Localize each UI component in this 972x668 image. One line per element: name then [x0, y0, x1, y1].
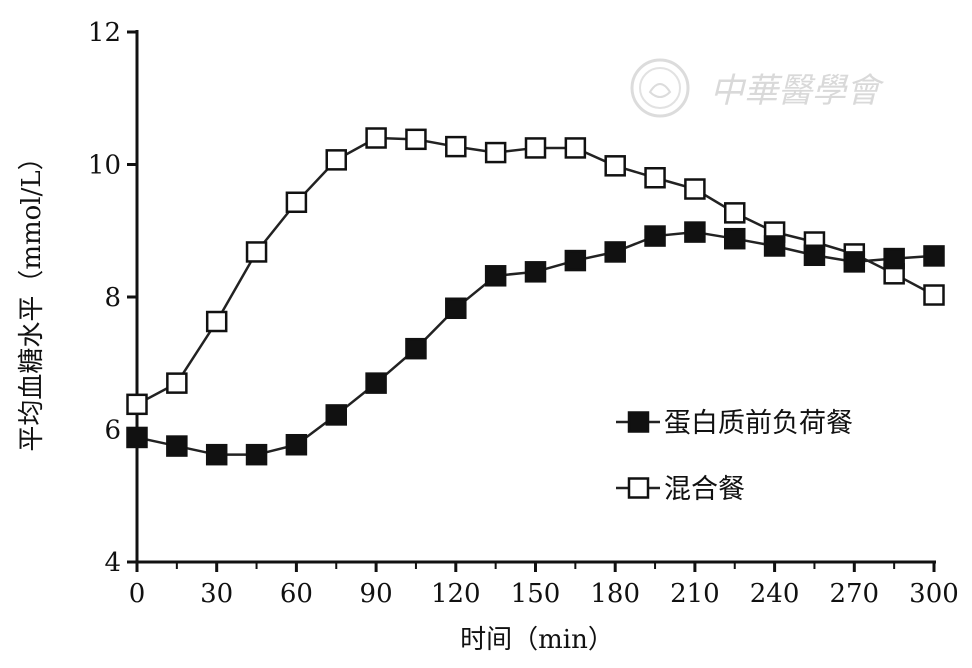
y-tick-label: 6: [104, 416, 121, 446]
data-point-s1: [126, 426, 148, 449]
watermark-text: 中華醫學會: [710, 71, 885, 111]
data-point-s1: [325, 404, 347, 426]
data-point-s1: [365, 372, 387, 394]
x-tick-label: 30: [200, 579, 233, 609]
data-point-s1: [524, 261, 547, 283]
data-point-s2: [166, 372, 188, 394]
legend-label: 混合餐: [664, 474, 745, 505]
x-tick-label: 300: [909, 579, 959, 609]
legend-marker: [627, 411, 650, 433]
x-tick-label: 150: [511, 579, 561, 609]
data-point-s1: [923, 245, 945, 267]
data-point-s1: [724, 227, 746, 250]
data-point-s2: [325, 149, 347, 171]
x-tick-label: 90: [360, 579, 393, 609]
data-point-s1: [564, 249, 587, 272]
data-point-s2: [205, 310, 228, 333]
legend-marker: [627, 477, 650, 499]
data-point-s2: [245, 241, 268, 263]
x-tick-label: 240: [750, 579, 800, 609]
series-layer: [126, 127, 945, 466]
data-point-s2: [484, 141, 507, 164]
data-point-s1: [205, 443, 228, 466]
seal-icon: [630, 58, 690, 118]
data-point-s2: [644, 167, 666, 189]
x-tick-label: 120: [431, 579, 481, 609]
x-tick-label: 60: [280, 579, 313, 609]
data-point-s2: [724, 202, 746, 224]
data-point-s1: [245, 443, 268, 466]
data-point-s2: [604, 155, 626, 177]
y-tick-label: 4: [104, 548, 121, 578]
data-point-s2: [126, 393, 148, 416]
x-tick-label: 210: [670, 579, 720, 609]
data-point-s1: [285, 433, 308, 456]
data-point-s1: [484, 265, 507, 287]
x-tick-label: 180: [590, 579, 640, 609]
data-point-s2: [923, 284, 945, 306]
data-point-s2: [445, 135, 467, 158]
data-point-s1: [166, 435, 188, 457]
x-axis-title: 时间（min）: [460, 625, 614, 655]
y-axis-title: 平均血糖水平（mmol/L）: [17, 144, 47, 451]
data-point-s2: [684, 178, 706, 200]
legend-label: 蛋白质前负荷餐: [664, 408, 853, 439]
data-point-s2: [365, 127, 387, 149]
data-point-s2: [285, 191, 308, 214]
data-point-s2: [405, 128, 427, 151]
data-point-s2: [524, 137, 547, 159]
data-point-s1: [684, 221, 706, 243]
y-tick-label: 12: [88, 18, 121, 48]
data-point-s1: [604, 241, 626, 263]
x-tick-label: 270: [829, 579, 879, 609]
y-tick-label: 8: [104, 283, 121, 313]
data-point-s2: [564, 137, 587, 159]
data-point-s1: [763, 235, 786, 257]
y-tick-label: 10: [88, 151, 121, 181]
watermark: 中華醫學會: [630, 58, 885, 118]
x-tick-label: 0: [129, 579, 146, 609]
data-point-s1: [445, 297, 467, 320]
data-point-s1: [803, 244, 826, 267]
data-point-s1: [644, 225, 666, 247]
data-point-s1: [405, 337, 427, 360]
data-point-s1: [843, 251, 866, 273]
data-point-s1: [883, 247, 905, 270]
